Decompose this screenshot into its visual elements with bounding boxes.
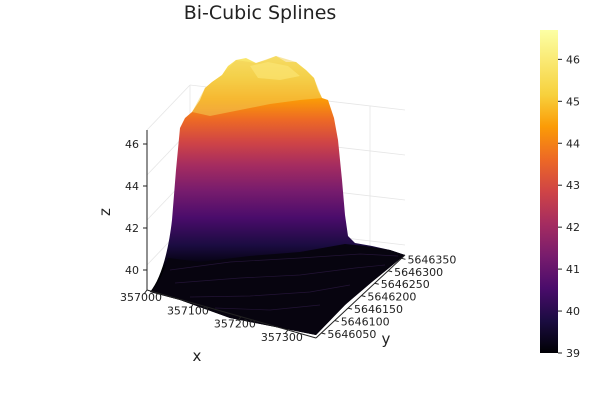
y-axis-line bbox=[315, 254, 406, 339]
y-tick-label: 5646150 bbox=[354, 303, 403, 316]
y-tick-mark bbox=[361, 295, 366, 298]
y-tick-label: 5646350 bbox=[407, 253, 456, 266]
z-tick-label: 46 bbox=[125, 138, 139, 151]
y-tick-mark bbox=[401, 257, 406, 260]
colorbar-tick-label: 43 bbox=[566, 179, 580, 192]
y-tick-mark bbox=[347, 307, 353, 310]
colorbar-tick-label: 45 bbox=[566, 95, 580, 108]
y-tick-mark bbox=[387, 270, 393, 273]
x-tick-label: 357100 bbox=[167, 304, 209, 317]
x-tick-mark bbox=[190, 303, 195, 308]
colorbar-tick-label: 39 bbox=[566, 347, 580, 360]
x-tick-mark bbox=[237, 316, 242, 321]
x-tick-label: 357000 bbox=[120, 291, 162, 304]
y-tick-label: 5646200 bbox=[367, 291, 416, 304]
x-tick-label: 357300 bbox=[261, 331, 303, 344]
z-tick-label: 40 bbox=[125, 264, 139, 277]
y-axis-label: y bbox=[382, 330, 391, 348]
y-tick-label: 5646250 bbox=[381, 278, 430, 291]
z-tick-label: 44 bbox=[125, 180, 139, 193]
colorbar-tick-label: 44 bbox=[566, 137, 580, 150]
z-tick-labels: 40 42 44 46 bbox=[125, 138, 147, 277]
y-tick-mark bbox=[334, 320, 339, 323]
chart-title: Bi-Cubic Splines bbox=[184, 2, 337, 24]
z-axis-label: z bbox=[96, 208, 114, 216]
y-tick-mark bbox=[321, 332, 326, 335]
y-tick-label: 5646100 bbox=[341, 316, 390, 329]
z-tick-label: 42 bbox=[125, 222, 139, 235]
y-tick-label: 5646050 bbox=[327, 328, 376, 341]
colorbar-tick-labels: 39 40 41 42 43 44 45 46 bbox=[558, 53, 580, 360]
y-tick-label: 5646300 bbox=[394, 266, 443, 279]
x-axis-label: x bbox=[193, 347, 202, 365]
colorbar-tick-label: 46 bbox=[566, 53, 580, 66]
x-tick-labels: 357000 357100 357200 357300 bbox=[120, 289, 303, 344]
colorbar-tick-label: 40 bbox=[566, 305, 580, 318]
y-tick-labels: 5646050564610056461505646200564625056463… bbox=[321, 253, 456, 341]
x-tick-mark bbox=[143, 289, 148, 295]
colorbar-tick-label: 42 bbox=[566, 221, 580, 234]
colorbar bbox=[540, 30, 558, 353]
surface-base bbox=[150, 244, 405, 335]
surface-plot bbox=[150, 56, 405, 335]
y-tick-mark bbox=[374, 282, 379, 285]
colorbar-tick-label: 41 bbox=[566, 263, 580, 276]
x-tick-label: 357200 bbox=[214, 318, 256, 331]
x-tick-mark bbox=[284, 329, 289, 335]
